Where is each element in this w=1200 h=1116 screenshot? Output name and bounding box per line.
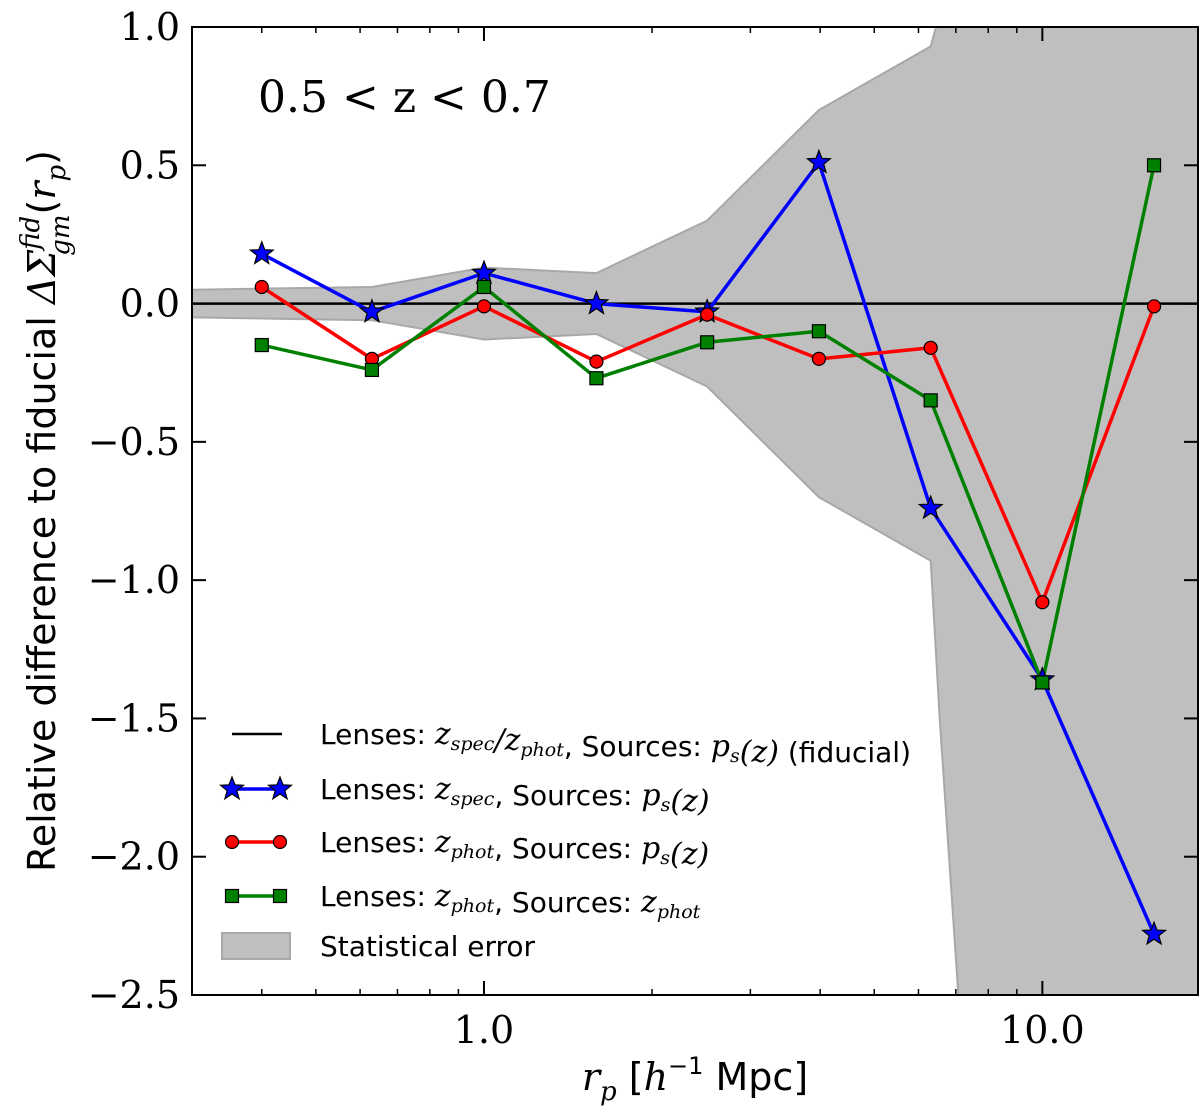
data-point-square — [811, 324, 827, 339]
y-tick-label: 0.5 — [120, 143, 180, 187]
data-point-star — [583, 289, 610, 315]
data-point-square — [589, 371, 604, 386]
legend-entry-phot-ps: Lenses: zphot, Sources: ps(z) — [224, 825, 709, 872]
legend-swatch-marker — [224, 888, 240, 904]
y-tick-label: −2.0 — [88, 835, 180, 879]
x-tick-label: 1.0 — [454, 1008, 514, 1052]
y-tick-label: 1.0 — [120, 5, 180, 49]
x-axis-label: rp [h−1 Mpc] — [582, 1052, 808, 1107]
legend-label: Lenses: zphot, Sources: zphot — [320, 879, 701, 923]
data-point-star — [917, 494, 944, 520]
legend-swatch-marker — [266, 775, 294, 801]
y-axis-label: Relative difference to fiducial ΔΣfidgm(… — [16, 150, 76, 872]
legend-label: Lenses: zspec/zphot, Sources: ps(z) (fid… — [320, 717, 911, 770]
legend-swatch-marker — [224, 834, 240, 850]
data-point-circle — [811, 351, 827, 366]
data-point-square — [1146, 158, 1162, 173]
legend-entry-fiducial: Lenses: zspec/zphot, Sources: ps(z) (fid… — [232, 717, 911, 770]
plot-frame — [191, 26, 1199, 996]
data-point-square — [476, 279, 492, 295]
legend-entry-band: Statistical error — [221, 930, 536, 963]
data-point-star — [358, 298, 385, 323]
data-point-circle — [1035, 595, 1050, 610]
data-point-circle — [476, 299, 492, 314]
y-tick-label: −0.5 — [88, 420, 180, 464]
data-point-circle — [700, 307, 715, 322]
legend-label: Lenses: zspec, Sources: ps(z) — [320, 772, 710, 819]
data-point-square — [254, 337, 269, 353]
data-point-circle — [254, 279, 269, 295]
data-point-star — [470, 259, 498, 285]
y-tick-label: −1.5 — [88, 696, 180, 740]
data-point-star — [1140, 920, 1168, 946]
y-tick-label: −1.0 — [88, 558, 180, 602]
legend-label: Statistical error — [320, 930, 536, 963]
legend-entry-spec: Lenses: zspec, Sources: ps(z) — [218, 772, 710, 819]
data-point-square — [923, 393, 938, 408]
legend-swatch-marker — [272, 888, 288, 904]
legend-entry-phot-phot: Lenses: zphot, Sources: zphot — [224, 879, 701, 923]
data-point-star — [248, 240, 275, 265]
y-tick-label: 0.0 — [120, 282, 180, 326]
legend: Lenses: zspec/zphot, Sources: ps(z) (fid… — [218, 717, 911, 963]
data-point-circle — [589, 354, 604, 369]
x-tick-label: 10.0 — [1000, 1008, 1085, 1052]
y-tick-label: −2.5 — [88, 973, 180, 1017]
data-point-square — [1035, 675, 1050, 690]
error-band — [192, 27, 1198, 995]
legend-swatch-band — [221, 932, 291, 960]
data-point-circle — [1146, 299, 1162, 314]
data-point-square — [700, 335, 715, 350]
legend-swatch-marker — [272, 834, 288, 850]
legend-label: Lenses: zphot, Sources: ps(z) — [320, 825, 709, 872]
data-point-square — [364, 362, 380, 378]
annotation: 0.5 < z < 0.7 — [258, 72, 551, 123]
data-point-star — [805, 148, 832, 174]
data-point-circle — [923, 340, 938, 355]
legend-swatch-marker — [218, 775, 246, 801]
